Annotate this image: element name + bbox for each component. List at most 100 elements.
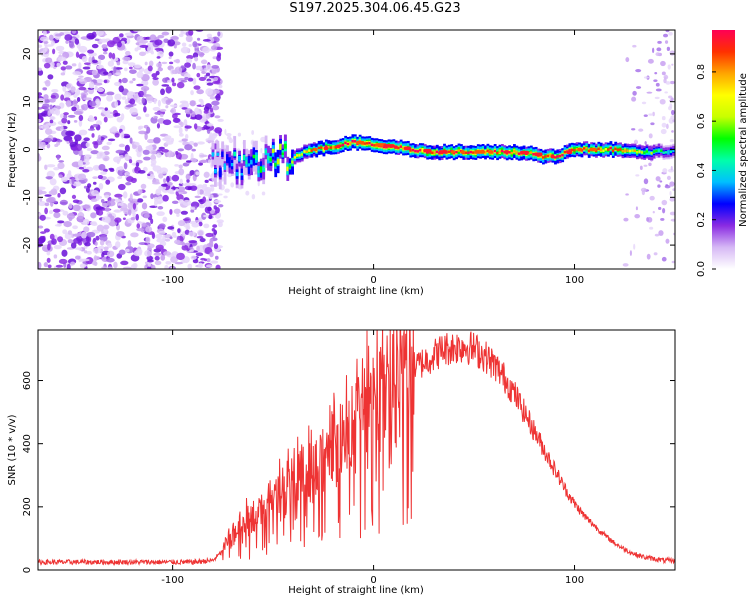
- noise-speckle: [92, 260, 97, 266]
- noise-speckle: [40, 231, 47, 234]
- noise-speckle: [108, 213, 113, 218]
- noise-speckle: [88, 100, 97, 107]
- noise-speckle: [670, 115, 675, 120]
- noise-speckle: [669, 103, 673, 109]
- noise-speckle-layer: [38, 30, 675, 269]
- noise-speckle: [65, 65, 73, 70]
- noise-speckle: [72, 181, 82, 187]
- noise-speckle: [204, 188, 211, 195]
- noise-speckle: [190, 201, 200, 209]
- noise-speckle: [203, 171, 210, 178]
- noise-speckle: [122, 266, 132, 269]
- noise-speckle: [101, 266, 107, 269]
- noise-speckle: [662, 207, 666, 214]
- noise-speckle: [154, 260, 162, 266]
- signal-cell: [472, 151, 475, 154]
- noise-speckle: [198, 76, 206, 81]
- noise-speckle: [171, 174, 180, 182]
- noise-speckle: [66, 213, 76, 220]
- noise-speckle: [180, 210, 188, 215]
- signal-cell: [532, 152, 536, 156]
- noise-speckle: [198, 204, 205, 209]
- noise-speckle: [68, 170, 72, 176]
- noise-speckle: [165, 86, 172, 94]
- noise-speckle: [78, 129, 88, 136]
- noise-speckle: [76, 215, 84, 223]
- signal-cell: [561, 153, 565, 157]
- noise-speckle: [664, 185, 671, 189]
- noise-speckle: [178, 198, 184, 204]
- noise-speckle: [82, 168, 90, 173]
- noise-speckle: [75, 255, 81, 260]
- noise-speckle: [147, 243, 155, 249]
- x-tick-label: -100: [161, 275, 184, 286]
- noise-speckle: [130, 264, 137, 269]
- signal-peak: [566, 150, 573, 155]
- noise-speckle: [190, 206, 196, 210]
- noise-speckle: [38, 44, 43, 48]
- noise-speckle: [61, 176, 68, 182]
- noise-speckle: [211, 67, 218, 75]
- noise-speckle: [251, 130, 255, 135]
- noise-speckle: [669, 181, 675, 187]
- noise-speckle: [171, 77, 175, 83]
- noise-speckle: [149, 150, 157, 155]
- noise-speckle: [145, 236, 151, 244]
- noise-speckle: [81, 55, 88, 63]
- noise-speckle: [141, 97, 145, 104]
- signal-cell: [291, 160, 294, 164]
- noise-speckle: [665, 30, 670, 33]
- noise-speckle: [206, 123, 214, 127]
- signal-peak: [504, 150, 510, 154]
- noise-speckle: [646, 91, 653, 94]
- noise-speckle: [83, 185, 88, 189]
- noise-speckle: [58, 160, 65, 163]
- noise-speckle: [622, 263, 629, 267]
- noise-speckle: [210, 186, 215, 192]
- noise-speckle: [78, 78, 85, 82]
- signal-cell: [498, 150, 502, 153]
- noise-speckle: [72, 233, 81, 237]
- noise-speckle: [74, 134, 82, 142]
- noise-speckle: [67, 120, 71, 125]
- noise-speckle: [655, 52, 660, 57]
- noise-speckle: [73, 119, 78, 123]
- noise-speckle: [179, 133, 184, 137]
- noise-speckle: [115, 241, 121, 248]
- noise-speckle: [217, 118, 224, 122]
- noise-speckle: [181, 244, 189, 251]
- noise-speckle: [69, 138, 73, 144]
- signal-cell: [558, 154, 562, 158]
- noise-speckle: [660, 128, 667, 135]
- noise-speckle: [212, 105, 220, 111]
- noise-speckle: [181, 42, 187, 47]
- noise-speckle: [230, 182, 235, 188]
- noise-speckle: [83, 89, 88, 93]
- noise-speckle: [655, 82, 660, 87]
- noise-speckle: [173, 208, 181, 214]
- noise-speckle: [153, 252, 162, 256]
- noise-speckle: [659, 180, 663, 183]
- signal-cell: [281, 152, 285, 156]
- signal-cell: [257, 170, 261, 173]
- noise-speckle: [646, 253, 651, 260]
- noise-speckle: [40, 124, 50, 130]
- noise-speckle: [111, 52, 116, 60]
- signal-cell: [397, 146, 401, 150]
- noise-speckle: [158, 146, 165, 150]
- noise-speckle: [176, 81, 185, 89]
- noise-speckle: [156, 62, 163, 68]
- noise-speckle: [105, 216, 111, 224]
- noise-speckle: [106, 91, 115, 96]
- noise-speckle: [188, 240, 198, 244]
- noise-speckle: [115, 149, 125, 154]
- noise-speckle: [71, 177, 75, 185]
- noise-speckle: [61, 249, 68, 257]
- noise-speckle: [188, 140, 195, 146]
- noise-speckle: [90, 198, 98, 202]
- noise-speckle: [146, 255, 154, 261]
- noise-speckle: [161, 149, 169, 153]
- noise-speckle: [91, 69, 98, 76]
- noise-speckle: [85, 142, 90, 148]
- noise-speckle: [65, 100, 72, 108]
